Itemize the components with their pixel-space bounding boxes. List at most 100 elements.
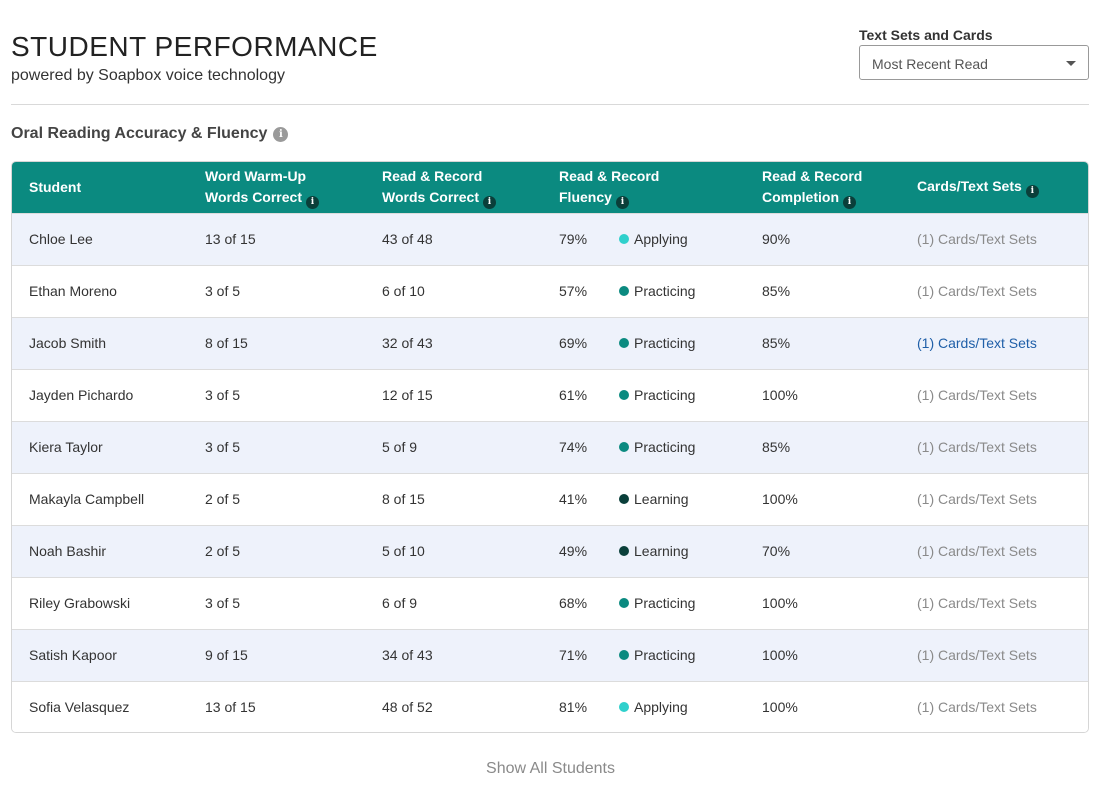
cards-text-sets-link[interactable]: (1) Cards/Text Sets [917, 491, 1037, 507]
status-dot-icon [619, 338, 629, 348]
words-correct-cell: 12 of 15 [382, 369, 559, 421]
warmup-cell: 3 of 5 [205, 421, 382, 473]
warmup-words-correct: 3 of 5 [205, 595, 241, 611]
cards-text-sets-link[interactable]: (1) Cards/Text Sets [917, 439, 1037, 455]
words-correct-cell: 8 of 15 [382, 473, 559, 525]
completion-cell: 70% [762, 525, 917, 577]
warmup-words-correct: 3 of 5 [205, 387, 241, 403]
column-header-fluency[interactable]: Read & Record Fluency i [559, 162, 762, 213]
cards-cell: (1) Cards/Text Sets [917, 317, 1088, 369]
student-name-cell: Kiera Taylor [12, 421, 205, 473]
completion-cell: 90% [762, 213, 917, 265]
column-header-cards[interactable]: Cards/Text Sets i [917, 162, 1088, 213]
student-name: Makayla Campbell [29, 491, 145, 507]
info-icon[interactable]: i [843, 195, 856, 209]
read-record-words-correct: 48 of 52 [382, 699, 433, 716]
student-name: Noah Bashir [29, 543, 107, 559]
info-icon[interactable]: i [273, 126, 289, 142]
completion-percent: 85% [762, 439, 791, 455]
warmup-words-correct: 8 of 15 [205, 335, 248, 351]
student-name-cell: Jacob Smith [12, 317, 205, 369]
filter-label: Text Sets and Cards [859, 27, 993, 43]
cards-text-sets-link[interactable]: (1) Cards/Text Sets [917, 335, 1037, 351]
divider [11, 104, 1089, 105]
info-icon[interactable]: i [1025, 185, 1039, 199]
info-icon[interactable]: i [305, 195, 319, 209]
student-name-cell: Sofia Velasquez [12, 681, 205, 732]
performance-table: Student Word Warm-Up Words Correct i Read… [11, 161, 1089, 733]
fluency-cell: 57% Practicing [559, 265, 762, 317]
cards-cell: (1) Cards/Text Sets [917, 213, 1088, 265]
warmup-cell: 2 of 5 [205, 473, 382, 525]
words-correct-cell: 6 of 9 [382, 577, 559, 629]
status-dot-icon [619, 234, 629, 244]
student-name-cell: Makayla Campbell [12, 473, 205, 525]
column-header-label: Completion [762, 188, 839, 205]
cards-text-sets-link[interactable]: (1) Cards/Text Sets [917, 387, 1037, 403]
chevron-down-icon [1066, 61, 1076, 66]
completion-cell: 85% [762, 265, 917, 317]
fluency-percent: 69% [559, 335, 588, 351]
completion-cell: 100% [762, 577, 917, 629]
cards-text-sets-link[interactable]: (1) Cards/Text Sets [917, 543, 1037, 559]
read-record-words-correct: 8 of 15 [382, 491, 425, 507]
cards-cell: (1) Cards/Text Sets [917, 681, 1088, 732]
cards-cell: (1) Cards/Text Sets [917, 629, 1088, 681]
table-row[interactable]: Satish Kapoor 9 of 15 34 of 43 71% Practicin… [12, 629, 1088, 681]
words-correct-cell: 5 of 9 [382, 421, 559, 473]
cards-cell: (1) Cards/Text Sets [917, 473, 1088, 525]
table-row[interactable]: Chloe Lee 13 of 15 43 of 48 79% Applying 90% (… [12, 213, 1088, 265]
column-header-warmup[interactable]: Word Warm-Up Words Correct i [205, 162, 382, 213]
student-name: Jacob Smith [29, 335, 107, 351]
info-icon[interactable]: i [615, 195, 629, 209]
section-heading: Oral Reading Accuracy & Fluency i [11, 125, 289, 143]
table-row[interactable]: Jayden Pichardo 3 of 5 12 of 15 61% Practici… [12, 369, 1088, 421]
text-sets-select[interactable]: Most Recent Read [859, 45, 1089, 80]
completion-percent: 100% [762, 491, 798, 507]
words-correct-cell: 6 of 10 [382, 265, 559, 317]
table-row[interactable]: Riley Grabowski 3 of 5 6 of 9 68% Practicing… [12, 577, 1088, 629]
cards-text-sets-link[interactable]: (1) Cards/Text Sets [917, 699, 1037, 716]
student-name-cell: Satish Kapoor [12, 629, 205, 681]
column-header-label: Word Warm-Up [205, 167, 307, 184]
words-correct-cell: 34 of 43 [382, 629, 559, 681]
student-name: Kiera Taylor [29, 439, 103, 455]
table-row[interactable]: Noah Bashir 2 of 5 5 of 10 49% Learning 70% (1… [12, 525, 1088, 577]
table-row[interactable]: Kiera Taylor 3 of 5 5 of 9 74% Practicing 85%… [12, 421, 1088, 473]
cards-text-sets-link[interactable]: (1) Cards/Text Sets [917, 231, 1037, 247]
column-header-student[interactable]: Student [12, 162, 205, 213]
student-name-cell: Jayden Pichardo [12, 369, 205, 421]
fluency-cell: 41% Learning [559, 473, 762, 525]
cards-cell: (1) Cards/Text Sets [917, 265, 1088, 317]
table-row[interactable]: Sofia Velasquez 13 of 15 48 of 52 81% Applyi… [12, 681, 1088, 732]
column-header-words-correct[interactable]: Read & Record Words Correct i [382, 162, 559, 213]
student-name-cell: Chloe Lee [12, 213, 205, 265]
cards-cell: (1) Cards/Text Sets [917, 525, 1088, 577]
status-dot-icon [619, 598, 629, 608]
student-name: Satish Kapoor [29, 647, 117, 663]
completion-percent: 90% [762, 231, 791, 247]
fluency-status: Learning [634, 491, 689, 507]
cards-text-sets-link[interactable]: (1) Cards/Text Sets [917, 595, 1037, 611]
table-row[interactable]: Jacob Smith 8 of 15 32 of 43 69% Practicing 8… [12, 317, 1088, 369]
table-row[interactable]: Ethan Moreno 3 of 5 6 of 10 57% Practicing 85… [12, 265, 1088, 317]
completion-percent: 85% [762, 335, 791, 351]
warmup-cell: 3 of 5 [205, 265, 382, 317]
fluency-cell: 81% Applying [559, 681, 762, 732]
cards-text-sets-link[interactable]: (1) Cards/Text Sets [917, 647, 1037, 663]
table-row[interactable]: Makayla Campbell 2 of 5 8 of 15 41% Learning… [12, 473, 1088, 525]
fluency-status: Practicing [634, 595, 696, 611]
cards-cell: (1) Cards/Text Sets [917, 577, 1088, 629]
text-sets-select-value: Most Recent Read [872, 56, 988, 72]
fluency-cell: 61% Practicing [559, 369, 762, 421]
completion-percent: 85% [762, 283, 791, 299]
status-dot-icon [619, 702, 629, 713]
fluency-status: Learning [634, 543, 689, 559]
show-all-students-button[interactable]: Show All Students [486, 760, 615, 777]
info-icon[interactable]: i [482, 195, 496, 209]
cards-text-sets-link[interactable]: (1) Cards/Text Sets [917, 283, 1037, 299]
completion-cell: 100% [762, 369, 917, 421]
completion-percent: 100% [762, 699, 798, 716]
column-header-completion[interactable]: Read & Record Completion i [762, 162, 917, 213]
completion-percent: 70% [762, 543, 791, 559]
